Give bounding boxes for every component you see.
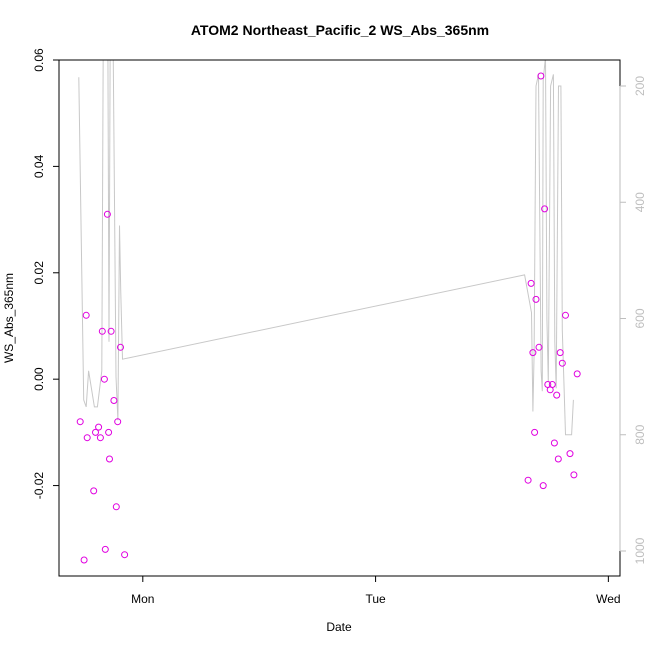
y-tick-label: -0.02: [32, 472, 46, 500]
data-point: [100, 375, 108, 383]
data-point: [562, 311, 569, 319]
secondary-y-tick-label: 200: [633, 76, 647, 96]
data-point: [573, 370, 581, 378]
x-tick-label: Wed: [596, 592, 620, 606]
data-point: [537, 72, 545, 80]
secondary-y-tick-label: 1000: [633, 537, 647, 564]
data-point: [531, 428, 539, 436]
data-point: [103, 210, 111, 218]
data-point: [90, 487, 98, 495]
data-point: [539, 482, 547, 490]
data-point: [554, 455, 562, 463]
data-point: [556, 349, 564, 357]
data-point: [548, 381, 556, 388]
data-point: [117, 343, 124, 351]
data-point: [553, 391, 561, 399]
data-point: [114, 418, 122, 426]
data-point: [558, 359, 566, 367]
y-tick-label: 0.06: [32, 48, 46, 72]
y-tick-label: 0.02: [32, 261, 46, 285]
y-tick-label: 0.00: [32, 367, 46, 391]
data-point: [106, 455, 113, 463]
chart-title: ATOM2 Northeast_Pacific_2 WS_Abs_365nm: [191, 22, 489, 38]
x-axis-label: Date: [326, 620, 352, 634]
secondary-y-tick-label: 400: [633, 192, 647, 212]
data-point: [95, 423, 103, 431]
secondary-y-tick-label: 600: [633, 308, 647, 328]
data-point: [96, 434, 104, 442]
data-point: [82, 311, 90, 319]
data-point: [550, 439, 558, 447]
axes: Mon Tue Wed -0.02 0.00 0.02 0.04 0.06 200 400 600 8…: [32, 48, 647, 606]
data-point: [524, 476, 532, 484]
x-tick-label: Tue: [365, 592, 386, 606]
data-point: [110, 397, 118, 404]
data-point: [80, 556, 88, 564]
data-point: [527, 279, 535, 287]
series-line: [78, 60, 574, 436]
data-point: [529, 349, 537, 357]
data-point: [101, 545, 109, 553]
data-point: [112, 503, 120, 511]
data-point: [76, 418, 84, 426]
data-point: [105, 428, 113, 436]
data-point: [121, 551, 129, 559]
data-point: [566, 450, 574, 458]
secondary-y-tick-label: 800: [633, 424, 647, 444]
data-point: [541, 205, 549, 213]
data-point: [532, 295, 540, 303]
y-axis-label: WS_Abs_365nm: [2, 273, 16, 363]
data-point: [83, 434, 91, 442]
data-point: [535, 343, 543, 351]
plot-area: [76, 60, 581, 564]
data-point: [570, 471, 578, 479]
data-point: [107, 327, 115, 335]
data-point: [92, 428, 99, 436]
data-point: [98, 327, 106, 335]
y-tick-label: 0.04: [32, 154, 46, 178]
x-tick-label: Mon: [131, 592, 154, 606]
